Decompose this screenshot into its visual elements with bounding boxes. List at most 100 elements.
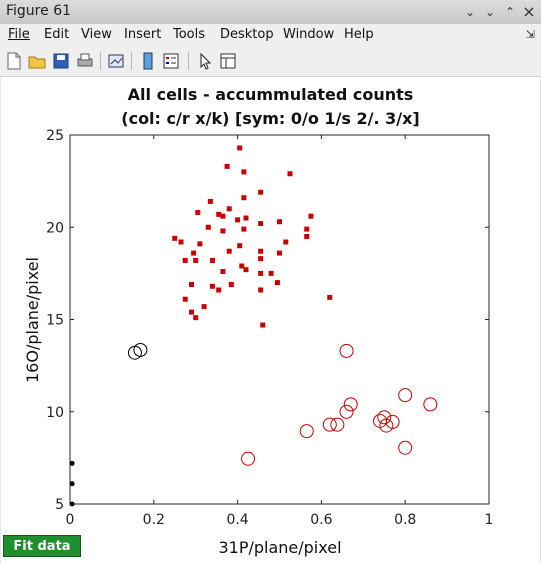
data-point-square	[277, 250, 282, 256]
data-point-square	[237, 145, 243, 151]
data-point-square	[268, 270, 274, 276]
menu-insert[interactable]: Insert	[124, 27, 162, 42]
data-point-square	[237, 243, 243, 249]
pointer-icon[interactable]	[195, 51, 215, 71]
data-point-square	[193, 257, 199, 263]
data-point-square	[258, 287, 264, 293]
x-tick-label: 0	[66, 512, 75, 528]
data-point-circle	[299, 424, 314, 439]
close-icon[interactable]: ×	[522, 2, 536, 21]
data-point-circle	[379, 418, 394, 433]
data-point-circle	[330, 417, 345, 432]
data-point-dot	[69, 460, 75, 466]
menu-view[interactable]: View	[81, 27, 112, 42]
colorbar-icon[interactable]	[138, 51, 158, 71]
new-file-icon[interactable]	[4, 51, 24, 71]
data-point-square	[209, 257, 215, 263]
minimize-icon[interactable]: ⌄	[484, 5, 496, 19]
data-point-square	[304, 233, 310, 239]
maximize-icon[interactable]: ⌃	[504, 5, 516, 19]
x-axis-label: 31P/plane/pixel	[218, 538, 341, 557]
data-point-square	[205, 224, 211, 230]
toolbar-separator	[188, 52, 189, 70]
x-tick-label: 0.2	[143, 512, 165, 528]
plot-title-line1: All cells - accummulated counts	[127, 85, 414, 104]
y-axis-label: 16O/plane/pixel	[23, 257, 42, 383]
toolbar	[0, 46, 541, 77]
data-point-circle	[339, 343, 354, 358]
data-point-square	[243, 267, 249, 273]
data-point-circle	[377, 410, 392, 425]
data-point-square	[235, 217, 241, 223]
data-point-square	[201, 304, 207, 310]
menu-dropdown-icon[interactable]: ⌄	[464, 5, 476, 19]
data-point-square	[226, 248, 232, 254]
data-point-square	[216, 211, 222, 217]
data-point-circle	[339, 404, 354, 419]
data-point-circle	[423, 397, 438, 412]
data-point-circle	[343, 397, 358, 412]
data-point-square	[283, 239, 289, 245]
data-point-square	[308, 213, 314, 219]
data-point-square	[260, 322, 266, 328]
dock-arrow-icon[interactable]: ⇲	[525, 28, 535, 41]
menubar: File Edit View Insert Tools Desktop Wind…	[0, 24, 541, 46]
y-tick-label: 15	[46, 313, 64, 329]
plot-browser-icon[interactable]	[218, 51, 238, 71]
data-point-square	[228, 281, 234, 287]
data-point-square	[195, 209, 201, 215]
open-folder-icon[interactable]	[27, 51, 47, 71]
plot-title-line2: (col: c/r x/k) [sym: 0/o 1/s 2/. 3/x]	[121, 109, 420, 128]
data-point-square	[243, 215, 249, 221]
data-point-square	[287, 171, 293, 177]
data-point-square	[241, 226, 247, 232]
window-title: Figure 61	[6, 3, 72, 19]
data-point-square	[258, 221, 264, 227]
link-plot-icon[interactable]	[106, 51, 126, 71]
data-point-square	[182, 296, 188, 302]
menu-tools[interactable]: Tools	[173, 27, 206, 42]
data-point-square	[274, 280, 280, 286]
x-tick-label: 1	[485, 512, 494, 528]
data-point-square	[207, 198, 213, 204]
data-point-square	[209, 283, 215, 289]
data-point-square	[193, 315, 199, 321]
data-point-dot	[69, 481, 75, 487]
data-point-circle	[322, 417, 337, 432]
x-tick-label: 0.6	[310, 512, 332, 528]
x-tick-label: 0.4	[226, 512, 248, 528]
data-point-square	[182, 257, 188, 263]
data-point-square	[216, 287, 222, 293]
menu-desktop[interactable]: Desktop	[220, 27, 274, 42]
toolbar-separator	[100, 52, 101, 70]
print-icon[interactable]	[75, 51, 95, 71]
menu-window[interactable]: Window	[283, 27, 335, 42]
y-tick-label: 20	[46, 220, 64, 236]
y-tick-label: 25	[46, 128, 64, 144]
data-point-square	[241, 195, 247, 201]
data-point-square	[178, 239, 184, 245]
menu-edit[interactable]: Edit	[44, 27, 70, 42]
axes-box	[69, 134, 490, 505]
data-point-square	[258, 189, 264, 195]
data-point-square	[220, 213, 226, 219]
data-point-square	[258, 248, 264, 254]
menu-help[interactable]: Help	[344, 27, 374, 42]
fit-data-button[interactable]: Fit data	[3, 535, 81, 557]
data-point-square	[189, 309, 195, 315]
data-point-square	[197, 241, 203, 247]
data-point-dot	[69, 501, 75, 507]
data-point-square	[226, 206, 232, 212]
y-tick-label: 5	[55, 497, 64, 513]
data-point-square	[220, 269, 226, 275]
data-point-square	[327, 294, 333, 300]
data-point-circle	[241, 451, 256, 466]
legend-icon[interactable]	[161, 51, 181, 71]
menu-file[interactable]: File	[8, 27, 30, 42]
data-point-circle	[133, 342, 148, 357]
save-icon[interactable]	[51, 51, 71, 71]
data-point-square	[172, 235, 178, 241]
data-point-square	[239, 263, 245, 269]
data-point-circle	[398, 440, 413, 455]
